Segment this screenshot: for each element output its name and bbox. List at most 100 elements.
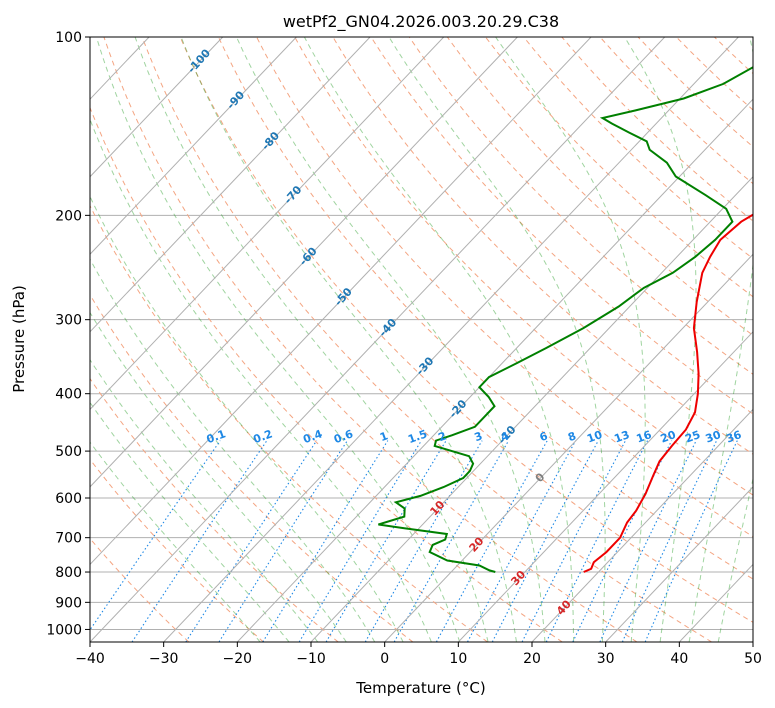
isotherm-line [457, 331, 753, 642]
x-tick-label: −30 [149, 651, 179, 667]
isotherm-line [90, 37, 592, 566]
x-tick-label: 50 [744, 651, 762, 667]
isotherm-line [236, 98, 753, 642]
dry-adiabat-line [599, 37, 753, 185]
chart-title: wetPf2_GN04.2026.003.20.29.C38 [283, 12, 559, 32]
y-tick-label: 300 [55, 313, 82, 329]
mixing-ratio-label: 0.4 [301, 427, 324, 446]
mixing-ratio-label: 0.1 [205, 427, 228, 446]
plot-background [90, 37, 753, 642]
mixing-ratio-label: 10 [585, 428, 604, 446]
y-tick-label: 700 [55, 531, 82, 547]
y-axis-label: Pressure (hPa) [10, 285, 28, 393]
temperature-profile-line [583, 213, 753, 573]
moist-adiabat-line [624, 37, 697, 642]
y-tick-label: 500 [55, 444, 82, 460]
mixing-ratio-line [491, 440, 599, 642]
mixing-ratio-label: 20 [659, 428, 678, 446]
y-tick-label: 1000 [46, 622, 82, 638]
dry-adiabat-line [637, 37, 753, 148]
isotherm-line [384, 253, 753, 642]
x-tick-label: 20 [523, 651, 541, 667]
y-tick-label: 600 [55, 491, 82, 507]
x-tick-label: −10 [296, 651, 326, 667]
dry-adiabat-line [90, 537, 190, 642]
isotherm-line [605, 486, 753, 642]
moist-adiabat-line [688, 37, 753, 642]
mixing-ratio-line [644, 440, 738, 642]
isotherm-line [90, 37, 445, 411]
isotherm-line [90, 37, 518, 488]
moist-adiabat-line [134, 37, 489, 642]
mixing-ratio-lines [90, 440, 738, 642]
x-axis-label: Temperature (°C) [355, 679, 485, 697]
moist-adiabat-line [95, 37, 461, 642]
mixing-ratio-label: 25 [683, 428, 702, 445]
mixing-ratio-line [131, 440, 268, 642]
x-tick-label: −20 [223, 651, 253, 667]
mixing-ratio-label: 0.2 [252, 427, 275, 446]
mixing-ratio-line [298, 440, 422, 642]
x-tick-label: 30 [597, 651, 615, 667]
y-tick-label: 100 [55, 30, 82, 46]
mixing-ratio-label: 2 [436, 429, 448, 444]
y-tick-label: 400 [55, 387, 82, 403]
isotherm-line [752, 641, 753, 642]
mixing-ratio-label: 1.5 [406, 427, 429, 446]
mixing-ratio-label: 30 [704, 428, 723, 446]
moist-adiabat-line [90, 311, 347, 642]
mixing-ratio-line [393, 440, 510, 642]
x-tick-label: 10 [449, 651, 467, 667]
isotherm-line [90, 37, 297, 256]
isotherms [0, 37, 753, 642]
isotherm-line [310, 176, 753, 642]
moist-adiabat-line [90, 258, 376, 642]
dry-adiabat-line [294, 37, 753, 496]
dry-adiabat-line [179, 37, 753, 623]
y-tick-label: 800 [55, 565, 82, 581]
mixing-ratio-line [364, 440, 483, 642]
mixing-ratio-line [545, 440, 648, 642]
moist-adiabat-line [180, 37, 517, 642]
mixing-ratio-label: 13 [613, 428, 632, 445]
x-tick-label: −40 [75, 651, 105, 667]
mixing-ratio-line [325, 440, 447, 642]
moist-adiabat-line [388, 37, 606, 642]
mixing-ratio-label: 4 [499, 429, 511, 444]
mixing-ratio-label: 6 [538, 429, 550, 444]
moist-adiabat-line [303, 37, 575, 642]
dry-adiabat-line [103, 37, 638, 642]
isotherm-line [90, 37, 666, 642]
mixing-ratio-line [521, 440, 626, 642]
moist-adiabats [90, 37, 753, 642]
isotherm-line [531, 408, 753, 642]
mixing-ratio-label: 16 [635, 428, 654, 446]
mixing-ratio-line [599, 440, 697, 642]
mixing-ratio-label: 3 [473, 429, 485, 444]
isotherm-line [163, 37, 739, 642]
x-tick-label: 40 [670, 651, 688, 667]
profile-series [378, 66, 753, 573]
moist-adiabat-line [495, 37, 646, 642]
axes: −40 −30 −20 −10 0 10 20 30 40 5010020030040050060… [46, 30, 762, 667]
dry-adiabat-line [90, 293, 414, 642]
plot-frame [89, 36, 754, 643]
isotherm-line [90, 37, 371, 333]
dry-adiabat-line [90, 458, 264, 642]
dry-adiabat-line [752, 37, 753, 39]
moist-adiabat-line [236, 37, 546, 642]
y-tick-label: 900 [55, 595, 82, 611]
dry-adiabat-line [332, 37, 753, 455]
mixing-ratio-line [262, 440, 389, 642]
moist-adiabat-line [90, 401, 290, 642]
x-tick-label: 0 [380, 651, 389, 667]
dry-adiabat-line [90, 106, 563, 642]
mixing-ratio-label: 8 [566, 429, 578, 444]
isotherm-line [90, 37, 224, 178]
mixing-ratio-label: 0.6 [332, 427, 355, 446]
y-tick-label: 200 [55, 208, 82, 224]
dry-adiabats [90, 37, 753, 642]
mixing-ratio-label: 1 [378, 429, 390, 444]
isotherm-line [0, 37, 2, 642]
